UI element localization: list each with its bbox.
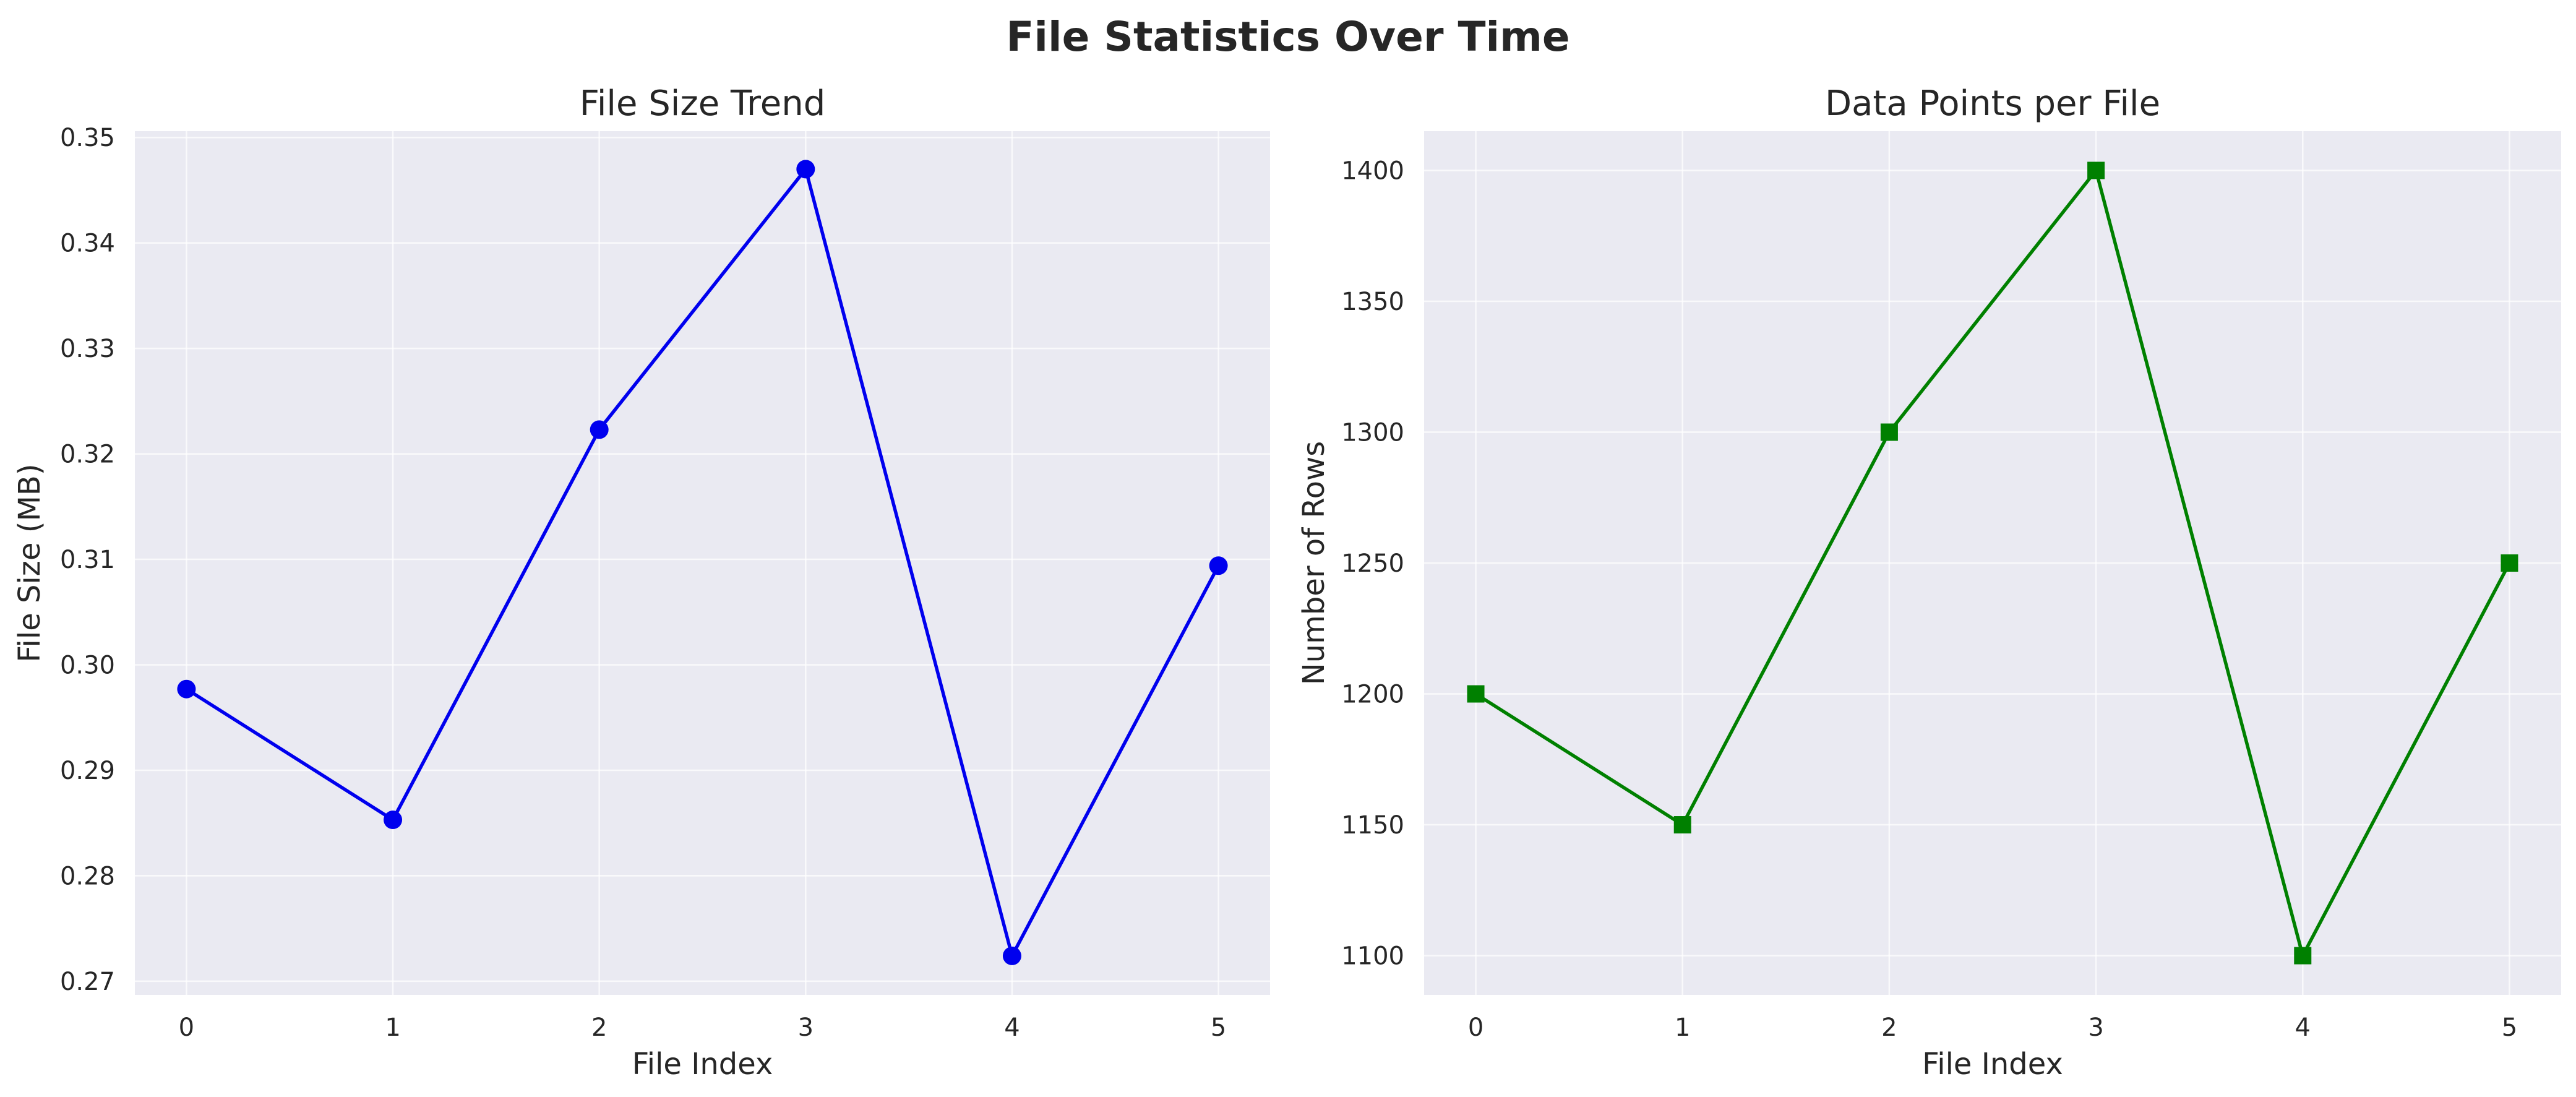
- tick-labels: 0 1 2 3 4 5 1100 1150 1200 1250 1300 1350 1400: [1341, 157, 2517, 1042]
- x-tick-label: 2: [591, 1013, 607, 1042]
- data-point: [1002, 946, 1021, 965]
- x-tick-label: 3: [2088, 1013, 2103, 1042]
- plot-area: [135, 131, 1270, 995]
- y-tick-label: 1350: [1341, 288, 1404, 316]
- y-tick-label: 0.29: [60, 757, 115, 785]
- x-tick-label: 2: [1881, 1013, 1897, 1042]
- y-tick-label: 0.32: [60, 441, 115, 469]
- series-line: [1474, 168, 2512, 958]
- x-tick-label: 3: [798, 1013, 814, 1042]
- y-axis-label: Number of Rows: [1297, 441, 1331, 685]
- data-point: [2087, 161, 2105, 179]
- y-tick-label: 0.34: [60, 230, 115, 258]
- data-point: [1673, 816, 1691, 834]
- x-tick-label: 1: [385, 1013, 400, 1042]
- series-layer: [177, 160, 1228, 965]
- series-layer: [1467, 161, 2518, 965]
- data-point: [1880, 423, 1898, 441]
- chart-title: File Size Trend: [580, 84, 826, 124]
- y-tick-label: 1400: [1341, 157, 1404, 185]
- x-tick-label: 4: [1004, 1013, 1020, 1042]
- x-axis-label: File Index: [1922, 1047, 2063, 1082]
- data-point: [1209, 556, 1228, 575]
- y-axis-label: File Size (MB): [12, 463, 47, 662]
- y-tick-label: 1150: [1341, 811, 1404, 840]
- x-axis-label: File Index: [632, 1047, 773, 1082]
- data-point: [796, 160, 815, 179]
- y-tick-label: 0.35: [60, 124, 115, 152]
- y-tick-label: 0.30: [60, 651, 115, 679]
- x-tick-label: 5: [2502, 1013, 2517, 1042]
- x-tick-label: 4: [2295, 1013, 2311, 1042]
- data-point: [384, 811, 403, 830]
- data-point: [590, 420, 609, 439]
- tick-labels: 0 1 2 3 4 5 0.27 0.28 0.29 0.30 0.31 0.32 0.33 0.34 0.…: [60, 124, 1226, 1042]
- y-tick-label: 1100: [1341, 942, 1404, 971]
- data-point: [2501, 554, 2518, 572]
- figure-title: File Statistics Over Time: [1006, 13, 1570, 61]
- data-point: [177, 679, 196, 699]
- data-point: [2294, 947, 2312, 965]
- x-tick-label: 0: [1468, 1013, 1483, 1042]
- x-tick-label: 1: [1675, 1013, 1690, 1042]
- y-tick-label: 1250: [1341, 549, 1404, 578]
- grid: [135, 131, 1270, 995]
- y-tick-label: 0.28: [60, 862, 115, 890]
- data-point: [1467, 685, 1485, 703]
- x-tick-label: 5: [1211, 1013, 1226, 1042]
- y-tick-label: 1300: [1341, 418, 1404, 447]
- y-tick-label: 0.27: [60, 968, 115, 996]
- y-tick-label: 0.33: [60, 335, 115, 363]
- y-tick-label: 1200: [1341, 681, 1404, 709]
- chart-title: Data Points per File: [1825, 84, 2160, 124]
- x-tick-label: 0: [179, 1013, 194, 1042]
- series-line: [184, 167, 1221, 958]
- y-tick-label: 0.31: [60, 546, 115, 574]
